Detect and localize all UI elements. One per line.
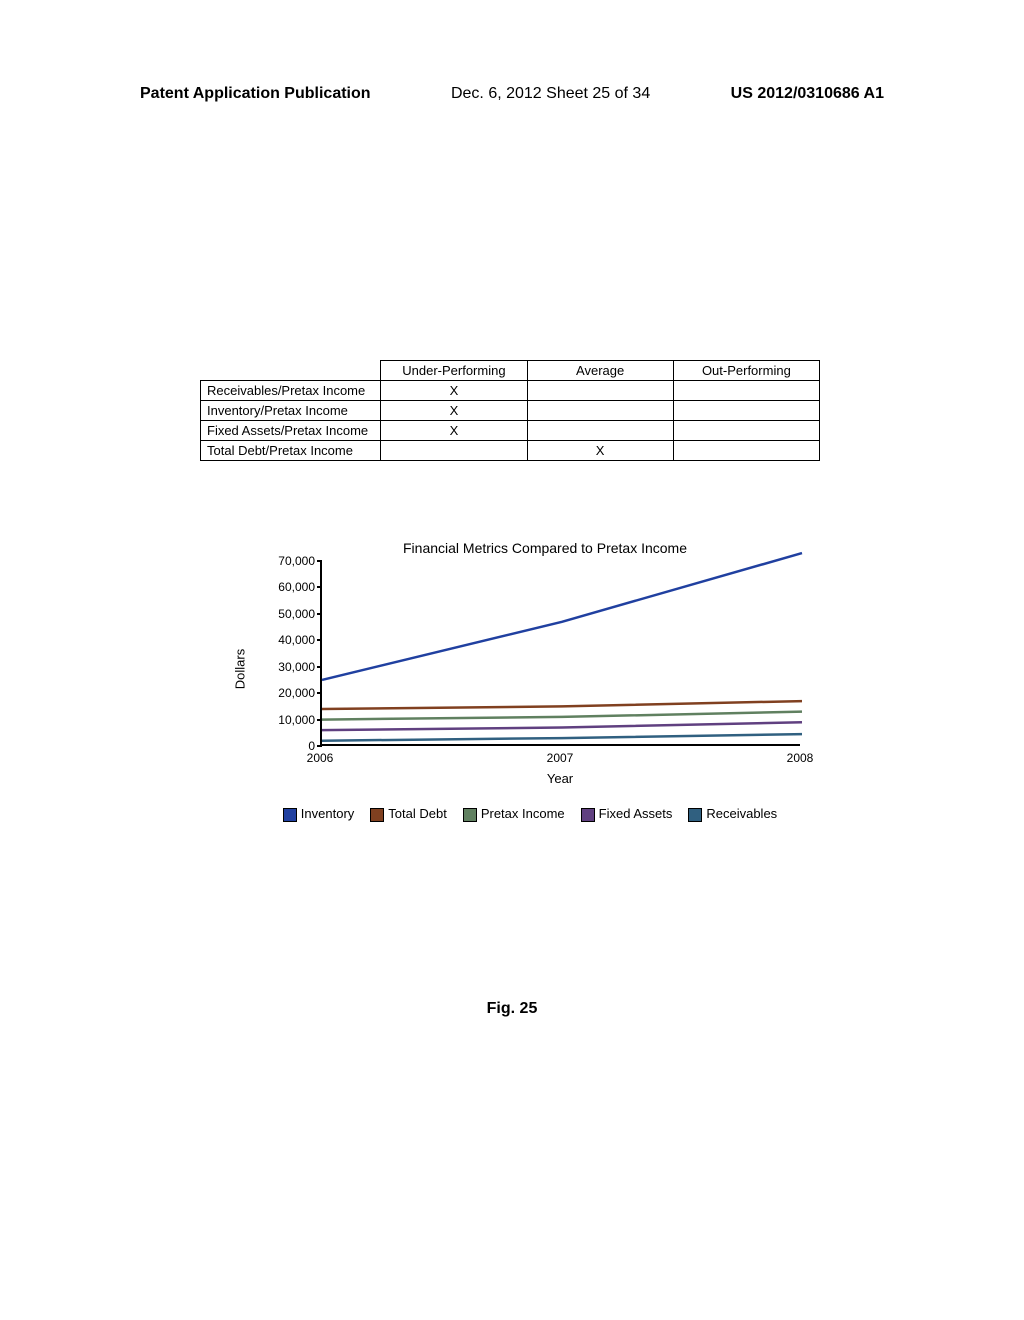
cell-under: X	[381, 401, 527, 421]
legend-swatch	[283, 808, 297, 822]
figure-label: Fig. 25	[0, 1000, 1024, 1018]
legend-label: Fixed Assets	[599, 806, 673, 821]
legend-item: Pretax Income	[463, 806, 565, 822]
table-header-row: Under-Performing Average Out-Performing	[201, 361, 820, 381]
cell-avg	[527, 421, 673, 441]
x-axis-label: Year	[320, 771, 800, 786]
header-center-text: Dec. 6, 2012 Sheet 25 of 34	[451, 85, 650, 103]
cell-avg	[527, 381, 673, 401]
row-label: Receivables/Pretax Income	[201, 381, 381, 401]
legend-item: Fixed Assets	[581, 806, 673, 822]
table-row: Inventory/Pretax Income X	[201, 401, 820, 421]
x-tick-label: 2006	[307, 751, 334, 765]
cell-avg	[527, 401, 673, 421]
cell-out	[673, 441, 819, 461]
legend-swatch	[581, 808, 595, 822]
table-header-out: Out-Performing	[673, 361, 819, 381]
legend-label: Total Debt	[388, 806, 447, 821]
y-axis-ticks: 010,00020,00030,00040,00050,00060,00070,…	[260, 561, 315, 746]
legend-swatch	[370, 808, 384, 822]
chart-lines	[322, 561, 802, 746]
series-line	[322, 701, 802, 709]
legend-item: Inventory	[283, 806, 354, 822]
financial-chart: Financial Metrics Compared to Pretax Inc…	[200, 540, 820, 822]
table-header-under: Under-Performing	[381, 361, 527, 381]
series-line	[322, 553, 802, 680]
chart-area: Dollars 010,00020,00030,00040,00050,0006…	[250, 561, 820, 776]
y-tick-label: 50,000	[278, 607, 315, 621]
legend-swatch	[688, 808, 702, 822]
page-header: Patent Application Publication Dec. 6, 2…	[0, 85, 1024, 103]
chart-legend: Inventory Total Debt Pretax Income Fixed As…	[200, 806, 820, 822]
cell-under	[381, 441, 527, 461]
y-tick-label: 40,000	[278, 633, 315, 647]
y-tick-label: 20,000	[278, 686, 315, 700]
cell-out	[673, 421, 819, 441]
cell-out	[673, 401, 819, 421]
table-header-avg: Average	[527, 361, 673, 381]
y-tick-label: 30,000	[278, 660, 315, 674]
table: Under-Performing Average Out-Performing …	[200, 360, 820, 461]
table-row: Receivables/Pretax Income X	[201, 381, 820, 401]
row-label: Total Debt/Pretax Income	[201, 441, 381, 461]
series-line	[322, 722, 802, 730]
row-label: Inventory/Pretax Income	[201, 401, 381, 421]
cell-out	[673, 381, 819, 401]
header-left-text: Patent Application Publication	[140, 85, 371, 103]
table-header-blank	[201, 361, 381, 381]
performance-table: Under-Performing Average Out-Performing …	[200, 360, 820, 461]
legend-label: Pretax Income	[481, 806, 565, 821]
legend-label: Receivables	[706, 806, 777, 821]
plot-area	[320, 561, 800, 746]
row-label: Fixed Assets/Pretax Income	[201, 421, 381, 441]
cell-avg: X	[527, 441, 673, 461]
legend-label: Inventory	[301, 806, 354, 821]
legend-item: Receivables	[688, 806, 777, 822]
y-tick-label: 10,000	[278, 713, 315, 727]
table-row: Total Debt/Pretax Income X	[201, 441, 820, 461]
series-line	[322, 734, 802, 741]
cell-under: X	[381, 381, 527, 401]
y-tick-label: 70,000	[278, 554, 315, 568]
legend-swatch	[463, 808, 477, 822]
table-row: Fixed Assets/Pretax Income X	[201, 421, 820, 441]
cell-under: X	[381, 421, 527, 441]
y-tick-label: 60,000	[278, 580, 315, 594]
series-line	[322, 712, 802, 720]
x-tick-label: 2008	[787, 751, 814, 765]
header-right-text: US 2012/0310686 A1	[731, 85, 884, 103]
legend-item: Total Debt	[370, 806, 447, 822]
x-tick-label: 2007	[547, 751, 574, 765]
y-axis-label: Dollars	[233, 648, 248, 688]
